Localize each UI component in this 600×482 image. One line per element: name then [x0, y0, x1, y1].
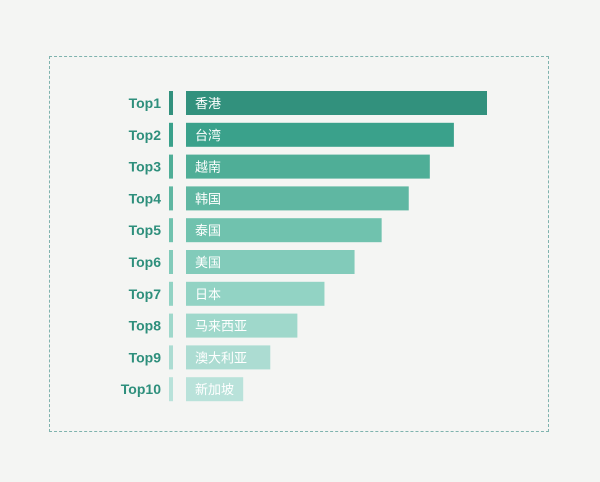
bar-9 — [186, 345, 271, 370]
rank-label-7: Top7 — [129, 286, 162, 302]
rank-label-5: Top5 — [129, 222, 162, 238]
rank-marker-7 — [169, 281, 173, 306]
rank-marker-5 — [169, 218, 173, 243]
rank-marker-3 — [169, 154, 173, 179]
bar-label-2: 台湾 — [195, 128, 221, 144]
bar-8 — [186, 313, 298, 338]
rank-label-3: Top3 — [129, 159, 162, 175]
rank-marker-6 — [169, 250, 173, 274]
bar-label-5: 泰国 — [195, 224, 221, 239]
bar-label-6: 美国 — [195, 256, 221, 271]
bar-label-8: 马来西亚 — [195, 320, 247, 335]
chart-frame — [49, 56, 549, 432]
rank-label-10: Top10 — [121, 381, 161, 397]
rank-label-4: Top4 — [129, 190, 162, 206]
bar-7 — [186, 281, 325, 306]
bar-10 — [186, 377, 244, 402]
bar-label-9: 澳大利亚 — [195, 350, 247, 366]
rank-label-1: Top1 — [129, 95, 162, 111]
bar-5 — [186, 218, 382, 243]
bar-label-10: 新加坡 — [195, 382, 234, 398]
bar-2 — [186, 122, 454, 147]
bar-label-1: 香港 — [195, 97, 221, 112]
bar-4 — [186, 186, 409, 211]
bar-3 — [186, 154, 430, 179]
bar-6 — [186, 250, 355, 274]
rank-label-2: Top2 — [129, 127, 162, 143]
bar-label-4: 韩国 — [195, 192, 221, 207]
rank-marker-10 — [169, 377, 173, 402]
rank-marker-2 — [169, 122, 173, 147]
rank-label-8: Top8 — [129, 318, 162, 334]
bar-label-3: 越南 — [195, 160, 221, 176]
rank-marker-4 — [169, 186, 173, 211]
rank-marker-1 — [169, 91, 173, 115]
bar-label-7: 日本 — [195, 288, 221, 303]
rank-marker-8 — [169, 313, 173, 338]
rank-label-6: Top6 — [129, 254, 162, 270]
bar-1 — [186, 91, 487, 115]
rank-label-9: Top9 — [129, 349, 162, 365]
rank-marker-9 — [169, 345, 173, 370]
